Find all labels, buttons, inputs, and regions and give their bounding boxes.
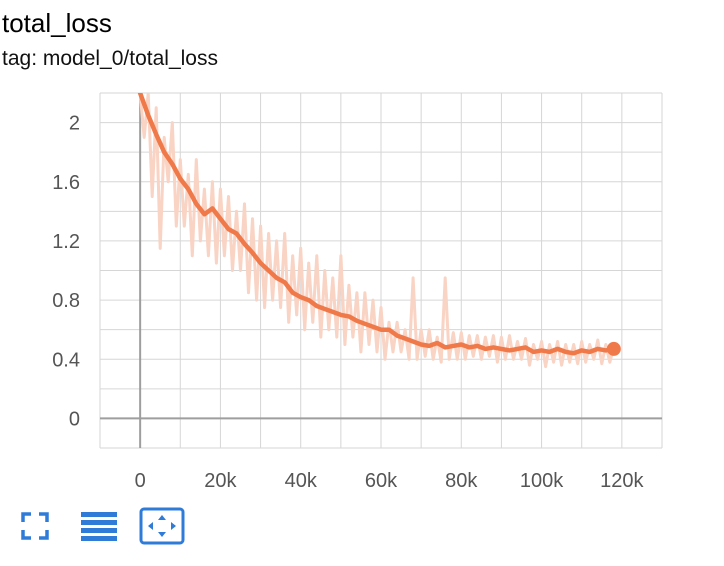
log-scale-button[interactable] bbox=[78, 507, 120, 545]
raw-series-line bbox=[138, 93, 616, 369]
x-tick-label: 120k bbox=[600, 470, 644, 492]
x-tick-label: 80k bbox=[445, 470, 478, 492]
fit-domain-button[interactable] bbox=[138, 507, 186, 545]
x-tick-label: 60k bbox=[365, 470, 398, 492]
grid bbox=[99, 92, 663, 449]
x-tick-label: 20k bbox=[204, 470, 237, 492]
fullscreen-icon bbox=[21, 512, 49, 540]
y-tick-label: 2 bbox=[69, 113, 80, 135]
loss-chart[interactable]: 0 0.4 0.8 1.2 1.6 2 0 20k 40k 60k 80k 100k 120k bbox=[0, 0, 724, 500]
x-tick-label: 100k bbox=[520, 470, 564, 492]
y-tick-label: 1.6 bbox=[52, 172, 80, 194]
fit-domain-icon bbox=[139, 507, 185, 545]
raw-series bbox=[138, 93, 616, 369]
smoothed-series-line bbox=[137, 93, 617, 356]
x-tick-label: 0 bbox=[135, 470, 146, 492]
axes bbox=[100, 93, 662, 448]
y-tick-label: 0 bbox=[69, 408, 80, 430]
y-tick-label: 1.2 bbox=[52, 231, 80, 253]
chart-toolbar bbox=[18, 507, 198, 547]
fullscreen-button[interactable] bbox=[18, 507, 52, 545]
card-title: total_loss bbox=[2, 8, 112, 38]
smoothed-series bbox=[137, 93, 617, 356]
x-tick-label: 40k bbox=[285, 470, 318, 492]
card-tag: tag: model_0/total_loss bbox=[2, 47, 218, 70]
y-tick-label: 0.8 bbox=[52, 290, 80, 312]
last-point-marker bbox=[606, 341, 621, 356]
y-tick-label: 0.4 bbox=[52, 349, 80, 371]
tick-labels: 0 0.4 0.8 1.2 1.6 2 0 20k 40k 60k 80k 100k 120k bbox=[52, 113, 644, 492]
log-scale-icon bbox=[81, 512, 117, 541]
